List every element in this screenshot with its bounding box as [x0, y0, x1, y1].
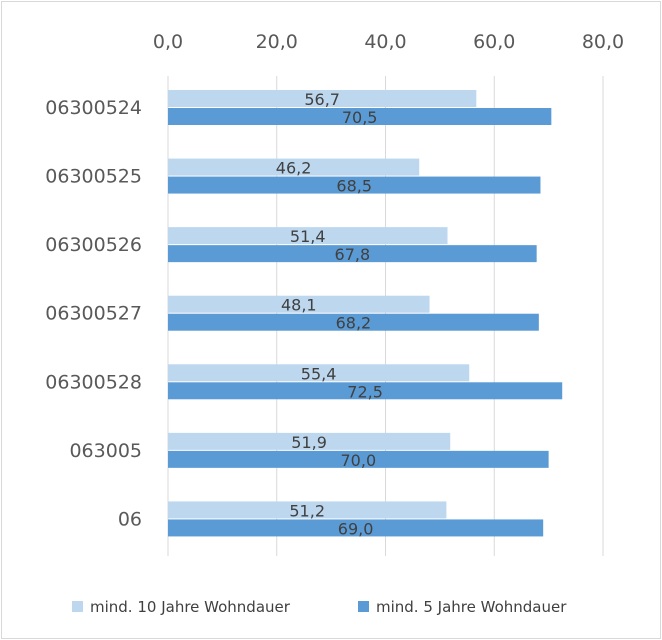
data-label: 56,7 [304, 90, 340, 109]
bar-5-jahre [168, 245, 537, 263]
bars [168, 90, 563, 537]
category-labels: 06300524 06300525 06300526 06300527 06300528… [45, 97, 142, 530]
bar-10-jahre [168, 158, 420, 176]
bar-5-jahre [168, 176, 541, 194]
data-label: 46,2 [276, 159, 312, 178]
legend-swatch [72, 601, 83, 612]
legend-swatch [358, 601, 369, 612]
data-label: 68,5 [336, 177, 372, 196]
data-label: 51,2 [289, 501, 325, 520]
bar-5-jahre [168, 108, 552, 125]
legend-label: mind. 5 Jahre Wohndauer [376, 598, 567, 616]
data-label: 51,4 [290, 227, 326, 246]
data-labels: 56,770,5 46,2 68,5 51,4 67,8 48,1 68,2 55,4 72,5… [276, 90, 383, 538]
bar-5-jahre [168, 519, 544, 537]
bar-5-jahre [168, 450, 549, 468]
category-label: 063005 [69, 440, 142, 462]
category-label: 06300524 [45, 97, 142, 119]
category-label: 06300528 [45, 371, 142, 393]
bar-10-jahre [168, 295, 430, 313]
x-axis-ticks: 0,0 20,0 40,0 60,0 80,0 [153, 31, 624, 53]
x-tick-label: 40,0 [364, 31, 406, 53]
bar-10-jahre [168, 227, 448, 245]
data-label: 68,2 [336, 314, 372, 333]
data-label: 48,1 [281, 296, 317, 315]
data-label: 55,4 [301, 364, 337, 383]
data-label: 70,0 [341, 451, 377, 470]
data-label: 70,5 [342, 108, 378, 127]
bar-5-jahre [168, 382, 563, 400]
category-label: 06 [118, 508, 142, 530]
x-tick-label: 20,0 [256, 31, 298, 53]
x-tick-label: 60,0 [473, 31, 515, 53]
bar-5-jahre [168, 313, 539, 331]
bar-10-jahre [168, 90, 477, 107]
data-label: 67,8 [335, 245, 371, 264]
bar-10-jahre [168, 432, 451, 450]
x-tick-label: 0,0 [153, 31, 183, 53]
x-tick-label: 80,0 [582, 31, 624, 53]
category-label: 06300525 [45, 166, 142, 188]
category-label: 06300527 [45, 303, 142, 325]
data-label: 51,9 [291, 433, 327, 452]
legend: mind. 10 Jahre Wohndauer mind. 5 Jahre Wo… [72, 598, 567, 616]
bar-10-jahre [168, 501, 447, 519]
data-label: 72,5 [347, 382, 383, 401]
legend-label: mind. 10 Jahre Wohndauer [90, 598, 291, 616]
category-label: 06300526 [45, 234, 142, 256]
data-label: 69,0 [338, 519, 374, 538]
bar-10-jahre [168, 364, 470, 382]
